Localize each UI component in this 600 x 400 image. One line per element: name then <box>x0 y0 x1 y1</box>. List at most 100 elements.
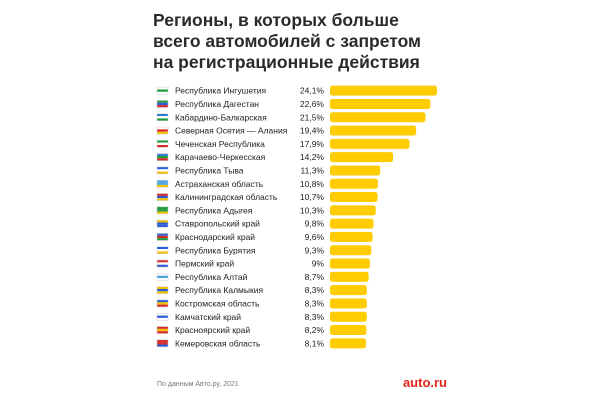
flag-altai-icon <box>156 273 169 281</box>
auto-ru-logo[interactable]: auto.ru <box>402 375 447 390</box>
value-label: 9,8% <box>305 219 325 229</box>
category-label: Краснодарский край <box>175 232 255 242</box>
value-label: 22,6% <box>300 99 325 109</box>
flag-perm-icon <box>156 259 169 268</box>
chart-row: Северная Осетия — Алания 19,4% <box>156 125 417 136</box>
value-label: 10,3% <box>300 205 325 215</box>
value-label: 8,3% <box>305 312 325 322</box>
flag-astrakhan-icon <box>156 180 169 188</box>
category-label: Северная Осетия — Алания <box>175 126 288 136</box>
bar <box>330 192 378 203</box>
flag-buryatia-icon <box>156 246 169 254</box>
bar <box>330 205 376 216</box>
bar <box>330 231 373 242</box>
bar <box>330 98 431 109</box>
bar <box>330 165 381 176</box>
chart-row: Астраханская область 10,8% <box>156 178 378 189</box>
category-label: Калининградская область <box>175 192 278 202</box>
source-note: По данным Авто.ру, 2021 <box>157 381 239 388</box>
chart-row: Республика Дагестан 22,6% <box>156 98 431 109</box>
category-label: Пермский край <box>175 259 234 269</box>
bar <box>330 271 369 282</box>
flag-tuva-icon <box>156 166 169 175</box>
chart-row: Красноярский край 8,2% <box>156 325 367 336</box>
flag-dagestan-icon <box>156 100 169 108</box>
value-label: 21,5% <box>300 112 325 122</box>
chart-row: Республика Адыгея 10,3% <box>156 205 376 216</box>
chart-row: Краснодарский край 9,6% <box>156 231 373 242</box>
bar <box>330 125 417 136</box>
value-label: 8,7% <box>305 272 325 282</box>
category-label: Кемеровская область <box>175 338 261 348</box>
chart-row: Карачаево-Черкесская 14,2% <box>156 152 394 163</box>
chart-row: Камчатский край 8,3% <box>156 311 367 322</box>
bar <box>330 325 367 336</box>
category-label: Чеченская Республика <box>175 139 265 149</box>
bar <box>330 138 410 149</box>
value-label: 9,3% <box>305 245 325 255</box>
value-label: 8,1% <box>305 338 325 348</box>
value-label: 9% <box>312 259 325 269</box>
flag-kaliningrad-icon <box>156 193 169 201</box>
value-label: 8,3% <box>305 285 325 295</box>
bar <box>330 178 378 189</box>
value-label: 10,7% <box>300 192 325 202</box>
category-label: Красноярский край <box>175 325 250 335</box>
flag-ingushetia-icon <box>156 86 169 95</box>
title-line-1: Регионы, в которых больше <box>153 10 399 30</box>
category-label: Республика Адыгея <box>175 205 253 215</box>
category-label: Камчатский край <box>175 312 241 322</box>
bar <box>330 85 437 96</box>
chart-row: Кабардино-Балкарская 21,5% <box>156 112 426 123</box>
chart-row: Республика Ингушетия 24,1% <box>156 85 437 96</box>
title-line-2: всего автомобилей с запретом <box>153 31 421 51</box>
chart-row: Ставропольский край 9,8% <box>156 218 374 229</box>
category-label: Республика Тыва <box>175 165 244 175</box>
bar <box>330 245 372 256</box>
bar <box>330 112 426 123</box>
category-label: Карачаево-Черкесская <box>175 152 266 162</box>
chart-row: Калининградская область 10,7% <box>156 192 378 203</box>
value-label: 24,1% <box>300 86 325 96</box>
category-label: Республика Калмыкия <box>175 285 263 295</box>
chart-row: Костромская область 8,3% <box>156 298 367 309</box>
category-label: Костромская область <box>175 298 260 308</box>
value-label: 19,4% <box>300 126 325 136</box>
category-label: Ставропольский край <box>175 219 260 229</box>
chart-row: Кемеровская область 8,1% <box>156 338 366 349</box>
chart-row: Республика Бурятия 9,3% <box>156 245 372 256</box>
category-label: Республика Бурятия <box>175 245 256 255</box>
category-label: Республика Алтай <box>175 272 248 282</box>
bar <box>330 152 394 163</box>
category-label: Республика Ингушетия <box>175 86 266 96</box>
flag-karachay-cherkessia-icon <box>156 153 169 161</box>
category-label: Республика Дагестан <box>175 99 259 109</box>
chart-row: Республика Калмыкия 8,3% <box>156 285 367 296</box>
value-label: 14,2% <box>300 152 325 162</box>
bar <box>330 285 367 296</box>
value-label: 8,3% <box>305 298 325 308</box>
flag-stavropol-icon <box>156 219 169 228</box>
category-label: Кабардино-Балкарская <box>175 112 267 122</box>
chart-row: Чеченская Республика 17,9% <box>156 138 410 149</box>
category-label: Астраханская область <box>175 179 264 189</box>
flag-kamchatka-icon <box>156 313 169 321</box>
value-label: 9,6% <box>305 232 325 242</box>
flag-kostroma-icon <box>156 299 169 308</box>
value-label: 17,9% <box>300 139 325 149</box>
bar-chart: Республика Ингушетия 24,1% Республика Даге… <box>156 85 437 349</box>
flag-chechnya-icon <box>156 140 169 148</box>
chart-row: Республика Алтай 8,7% <box>156 271 369 282</box>
chart-row: Республика Тыва 11,3% <box>156 165 381 176</box>
bar <box>330 218 374 229</box>
infographic-card: Регионы, в которых больше всего автомоби… <box>143 0 457 400</box>
title-line-3: на регистрационные действия <box>153 52 420 72</box>
flag-krasnoyarsk-icon <box>156 326 169 334</box>
flag-kemerovo-icon <box>156 339 169 348</box>
flag-north-ossetia-icon <box>156 126 169 135</box>
bar <box>330 338 366 349</box>
flag-kabardino-balkaria-icon <box>156 113 169 121</box>
bar <box>330 311 367 322</box>
value-label: 10,8% <box>300 179 325 189</box>
value-label: 8,2% <box>305 325 325 335</box>
